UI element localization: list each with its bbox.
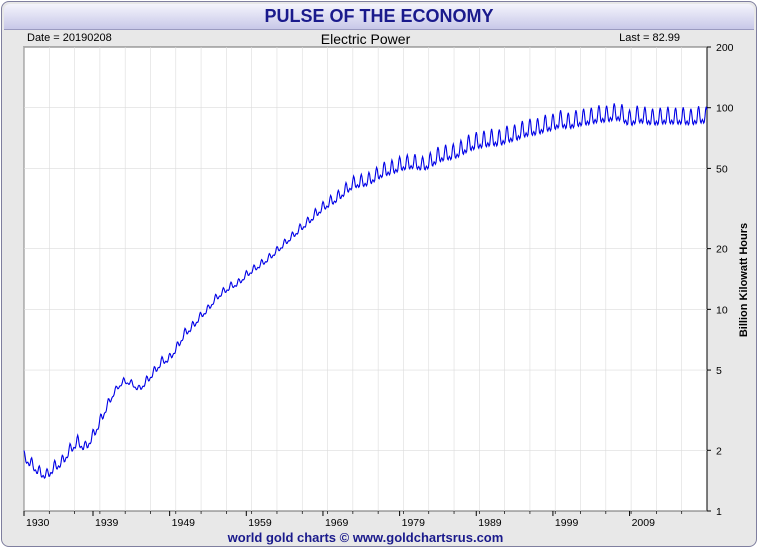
y-axis-label: Billion Kilowatt Hours (738, 223, 750, 337)
chart-title: Electric Power (320, 31, 411, 47)
y-tick-label: 2 (716, 445, 722, 457)
series-line (23, 103, 708, 479)
y-tick-label: 20 (716, 244, 728, 256)
x-tick-label: 1959 (248, 517, 272, 529)
x-tick-label: 1939 (95, 517, 119, 529)
plot-area (23, 46, 708, 512)
x-tick-label: 1969 (325, 517, 349, 529)
x-tick-label: 1999 (555, 517, 579, 529)
y-tick-label: 10 (716, 304, 728, 316)
y-tick-label: 1 (716, 506, 722, 518)
credit-footer: world gold charts © www.goldchartsrus.co… (227, 530, 504, 545)
y-tick-label: 5 (716, 365, 722, 377)
last-value-label: Last = 82.99 (619, 32, 680, 44)
date-label: Date = 20190208 (27, 32, 112, 44)
page-title: PULSE OF THE ECONOMY (4, 4, 754, 30)
x-tick-label: 1949 (172, 517, 196, 529)
y-tick-label: 100 (716, 103, 734, 115)
x-tick-label: 2009 (632, 517, 656, 529)
y-tick-label: 50 (716, 163, 728, 175)
x-tick-label: 1979 (402, 517, 426, 529)
y-tick-label: 200 (716, 42, 734, 54)
x-tick-label: 1989 (478, 517, 502, 529)
x-tick-label: 1930 (26, 517, 50, 529)
